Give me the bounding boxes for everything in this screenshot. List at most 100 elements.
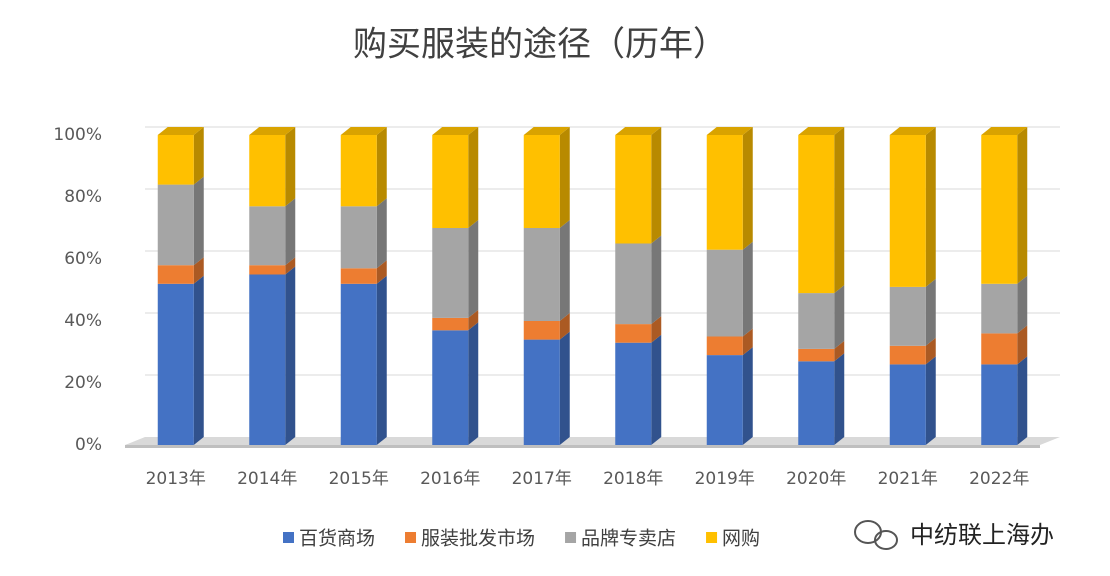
bar-front (981, 364, 1018, 445)
bar-segment (340, 275, 387, 445)
bar-top (615, 127, 662, 135)
bar-front (798, 348, 835, 362)
bar-segment (157, 176, 204, 266)
bar-front (981, 283, 1018, 334)
bar-segment (981, 127, 1028, 284)
watermark-icon (854, 520, 898, 550)
bar-front (157, 265, 194, 284)
legend-swatch (283, 532, 294, 543)
bar-side (742, 127, 753, 250)
bar-front (249, 135, 286, 207)
bar-segment (981, 325, 1028, 365)
bar-segment (249, 198, 296, 266)
bar-side (651, 127, 662, 244)
bar-side (193, 176, 204, 266)
bar-front (249, 206, 286, 266)
bar-front (981, 333, 1018, 365)
bar-side (376, 127, 387, 207)
bar-side (468, 127, 479, 228)
bar-front (615, 342, 652, 445)
y-tick-label: 100% (53, 125, 102, 145)
bar-front (523, 135, 560, 228)
bar-front (798, 361, 835, 445)
bar-segment (889, 337, 936, 365)
y-tick-label: 80% (64, 187, 102, 207)
legend-label: 百货商场 (299, 528, 375, 550)
bar-side (925, 278, 936, 346)
bar-side (468, 309, 479, 331)
watermark: 中纺联上海办 (910, 521, 1054, 549)
bar-side (925, 127, 936, 287)
bar-side (285, 257, 296, 275)
bar-side (559, 220, 570, 321)
bar-front (340, 268, 377, 284)
bar-front (432, 135, 469, 228)
bar-top (889, 127, 936, 135)
bar-segment (706, 127, 753, 250)
bar-side (376, 198, 387, 269)
bar-side (193, 257, 204, 284)
bar-top (523, 127, 570, 135)
bar-segment (706, 241, 753, 337)
y-tick-label: 20% (64, 373, 102, 393)
bar-segment (889, 278, 936, 346)
bar-side (651, 334, 662, 445)
floor-edge (125, 445, 1040, 448)
bar-side (559, 331, 570, 445)
x-tick-label: 2016年 (420, 469, 480, 489)
bar-side (559, 127, 570, 228)
x-tick-label: 2013年 (146, 469, 206, 489)
bar-segment (157, 127, 204, 185)
x-tick-label: 2014年 (237, 469, 297, 489)
bar-top (340, 127, 387, 135)
y-tick-label: 40% (64, 311, 102, 331)
bar-side (285, 127, 296, 207)
x-tick-label: 2019年 (695, 469, 755, 489)
bar-segment (981, 275, 1028, 334)
bar-segment (889, 356, 936, 445)
bar-segment (157, 257, 204, 284)
x-tick-label: 2022年 (969, 469, 1029, 489)
bar-segment (340, 260, 387, 284)
bar-segment (432, 220, 479, 318)
bar-segment (798, 285, 845, 349)
legend-label: 品牌专卖店 (581, 528, 676, 550)
bar-side (559, 313, 570, 340)
bar-front (981, 135, 1018, 284)
bar-top (157, 127, 204, 135)
bar-front (340, 206, 377, 269)
bar-segment (798, 340, 845, 362)
bar-segment (157, 275, 204, 445)
bar-side (1017, 356, 1028, 445)
x-tick-label: 2017年 (512, 469, 572, 489)
legend-swatch (405, 532, 417, 543)
bar-top (432, 127, 479, 135)
bar-side (651, 235, 662, 325)
y-tick-label: 60% (64, 249, 102, 269)
bar-front (615, 243, 652, 325)
bar-front (798, 293, 835, 349)
bar-front (432, 330, 469, 445)
legend-label: 服装批发市场 (421, 528, 535, 550)
bar-segment (615, 316, 662, 343)
bar-front (706, 336, 743, 356)
bar-front (889, 135, 926, 287)
bar-front (523, 339, 560, 445)
bar-side (834, 285, 845, 349)
bar-side (742, 328, 753, 356)
bar-front (340, 135, 377, 207)
bar-front (889, 345, 926, 365)
y-tick-label: 0% (75, 435, 102, 455)
legend-swatch (706, 532, 718, 543)
legend-label: 网购 (722, 528, 760, 550)
bar-front (706, 355, 743, 445)
bar-segment (523, 331, 570, 445)
bar-side (1017, 325, 1028, 365)
bar-top (798, 127, 845, 135)
bar-side (468, 220, 479, 318)
bar-segment (798, 353, 845, 445)
bar-segment (249, 257, 296, 275)
bar-side (1017, 275, 1028, 334)
bar-front (249, 274, 286, 445)
